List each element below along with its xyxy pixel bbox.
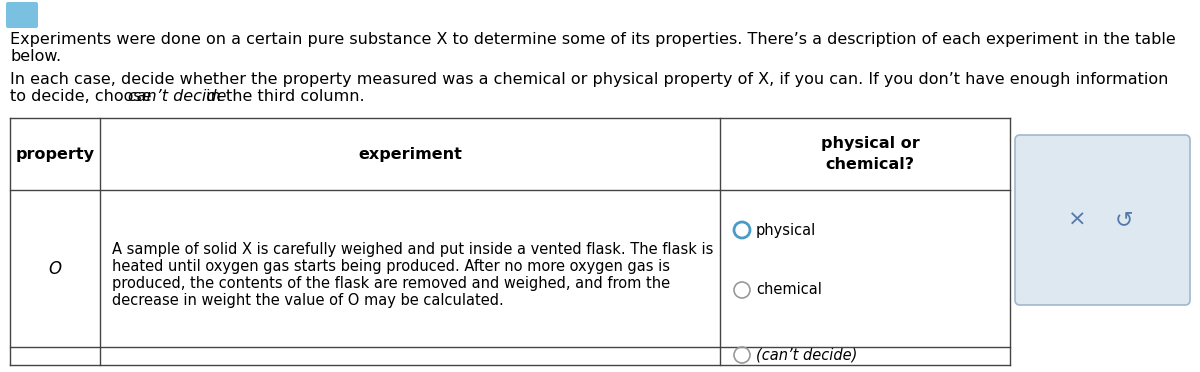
Text: in the third column.: in the third column.: [202, 89, 365, 104]
Text: below.: below.: [10, 49, 61, 64]
Text: ↺: ↺: [1115, 210, 1134, 230]
FancyBboxPatch shape: [1015, 135, 1190, 305]
Text: physical or
chemical?: physical or chemical?: [821, 136, 919, 172]
Text: property: property: [16, 147, 95, 161]
Text: can’t decide: can’t decide: [128, 89, 227, 104]
Text: (can’t decide): (can’t decide): [756, 347, 857, 362]
Text: produced, the contents of the flask are removed and weighed, and from the: produced, the contents of the flask are …: [112, 276, 670, 291]
Text: Experiments were done on a certain pure substance X to determine some of its pro: Experiments were done on a certain pure …: [10, 32, 1176, 47]
Text: experiment: experiment: [358, 147, 462, 161]
Text: In each case, decide whether the property measured was a chemical or physical pr: In each case, decide whether the propert…: [10, 72, 1169, 87]
Text: O: O: [48, 260, 61, 278]
Text: A sample of solid X is carefully weighed and put inside a vented flask. The flas: A sample of solid X is carefully weighed…: [112, 242, 713, 257]
FancyBboxPatch shape: [6, 2, 38, 28]
Text: chemical: chemical: [756, 282, 822, 298]
Text: physical: physical: [756, 222, 816, 237]
Text: decrease in weight the value of O may be calculated.: decrease in weight the value of O may be…: [112, 293, 504, 308]
Text: heated until oxygen gas starts being produced. After no more oxygen gas is: heated until oxygen gas starts being pro…: [112, 259, 670, 274]
Text: to decide, choose: to decide, choose: [10, 89, 157, 104]
Text: ×: ×: [1068, 210, 1087, 230]
